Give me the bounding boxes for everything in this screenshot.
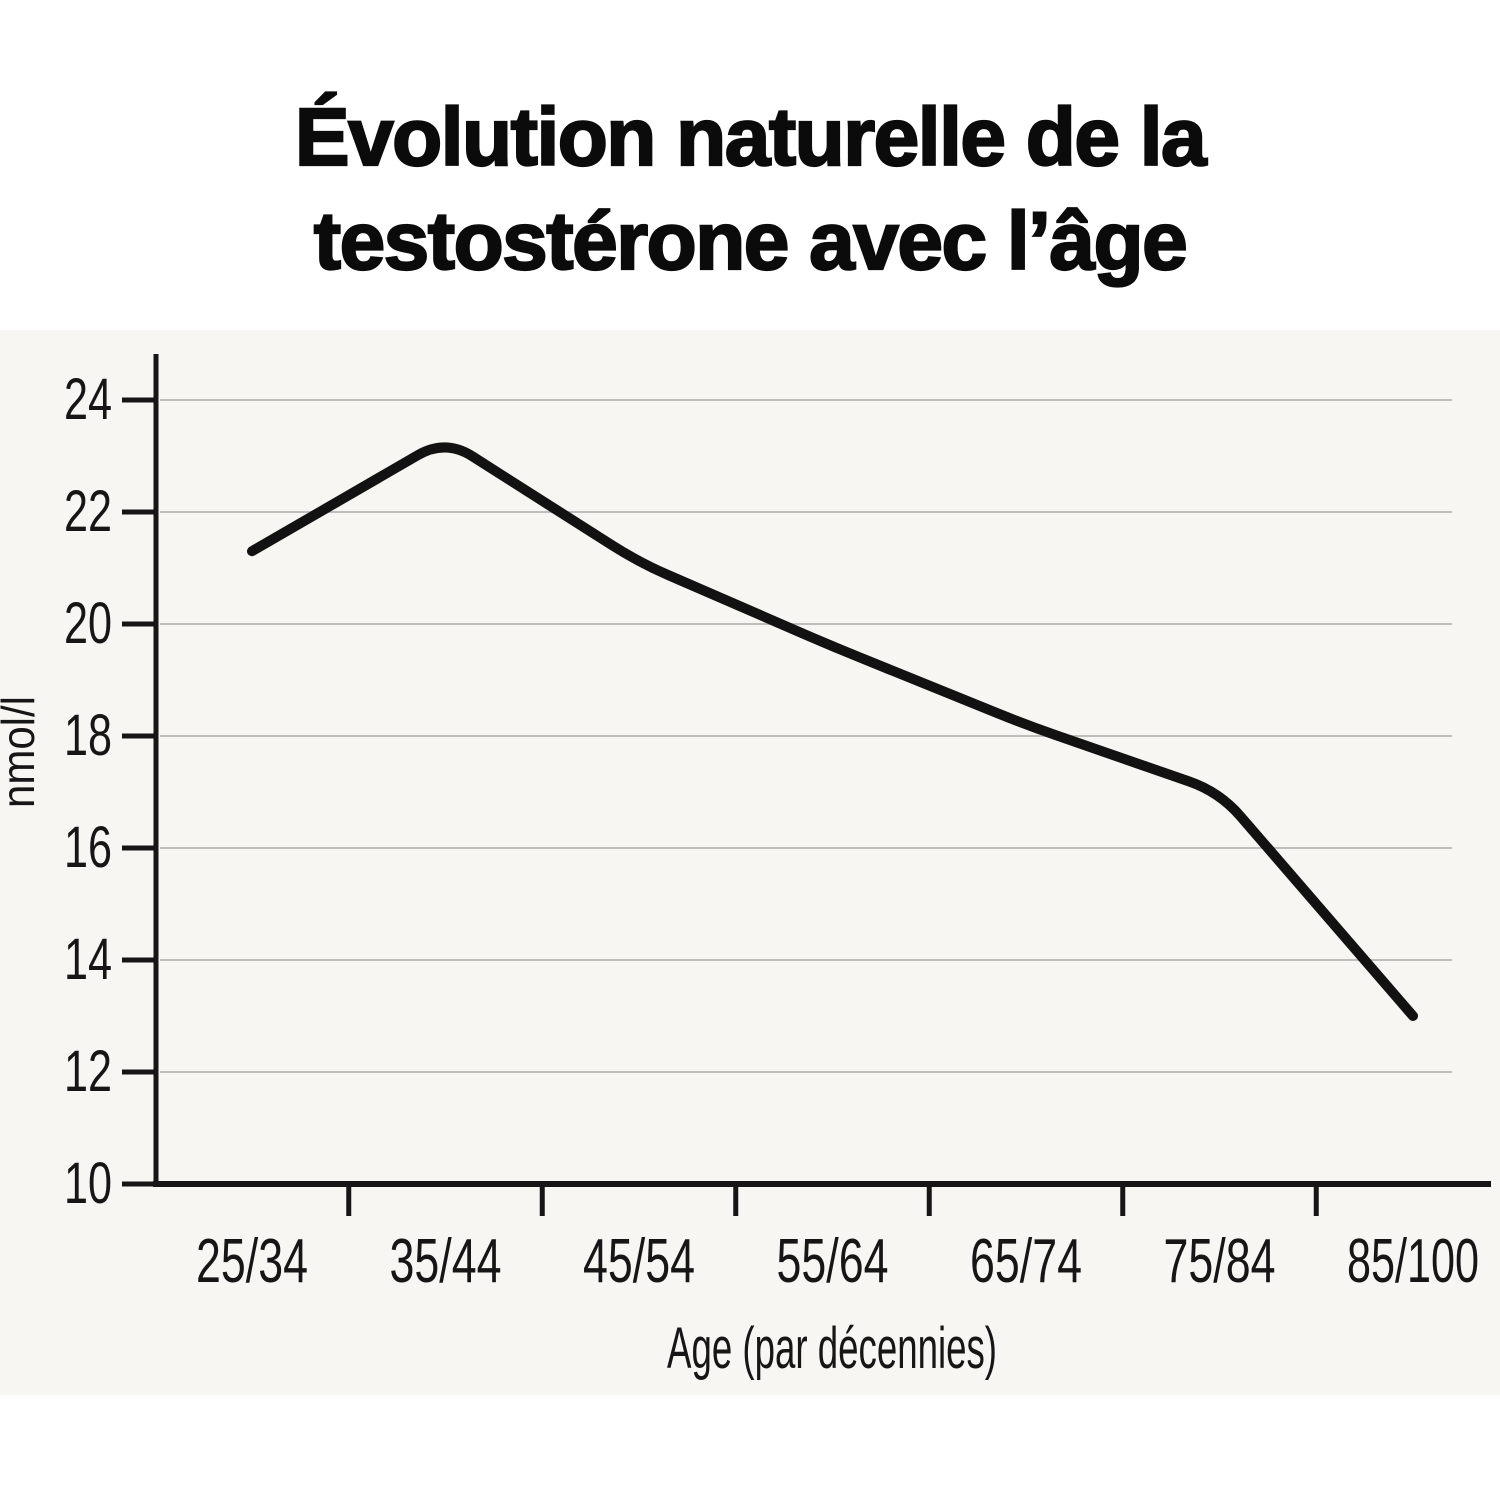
chart-title-line2: testostérone avec l’âge <box>313 195 1189 288</box>
testosterone-line <box>247 442 1418 1021</box>
x-axis-tick-label: 75/84 <box>1164 1227 1276 1296</box>
x-axis-title: Age (par décennies) <box>667 1316 997 1381</box>
y-axis-tick-label: 10 <box>64 1151 112 1216</box>
x-axis-tick-label: 45/54 <box>583 1227 695 1296</box>
chart-title-line1: Évolution naturelle de la <box>294 91 1208 184</box>
y-axis-tick-label: 24 <box>64 367 112 432</box>
y-axis-tick-label: 18 <box>64 703 112 768</box>
y-axis-title: nmol/l <box>0 696 44 808</box>
x-axis-tick-label: 35/44 <box>390 1227 502 1296</box>
x-axis-tick-label: 25/34 <box>196 1227 308 1296</box>
y-axis-tick-label: 12 <box>64 1039 112 1104</box>
x-axis-tick-label: 85/100 <box>1347 1227 1479 1296</box>
chart-title: Évolution naturelle de la testostérone a… <box>0 86 1500 294</box>
y-axis-tick-label: 20 <box>64 591 112 656</box>
x-axis-tick-label: 55/64 <box>777 1227 889 1296</box>
chart-area <box>0 330 1500 1395</box>
y-axis-tick-label: 14 <box>64 927 112 992</box>
y-axis-tick-label: 22 <box>64 479 112 544</box>
y-axis-tick-label: 16 <box>64 815 112 880</box>
x-axis-tick-label: 65/74 <box>970 1227 1082 1296</box>
